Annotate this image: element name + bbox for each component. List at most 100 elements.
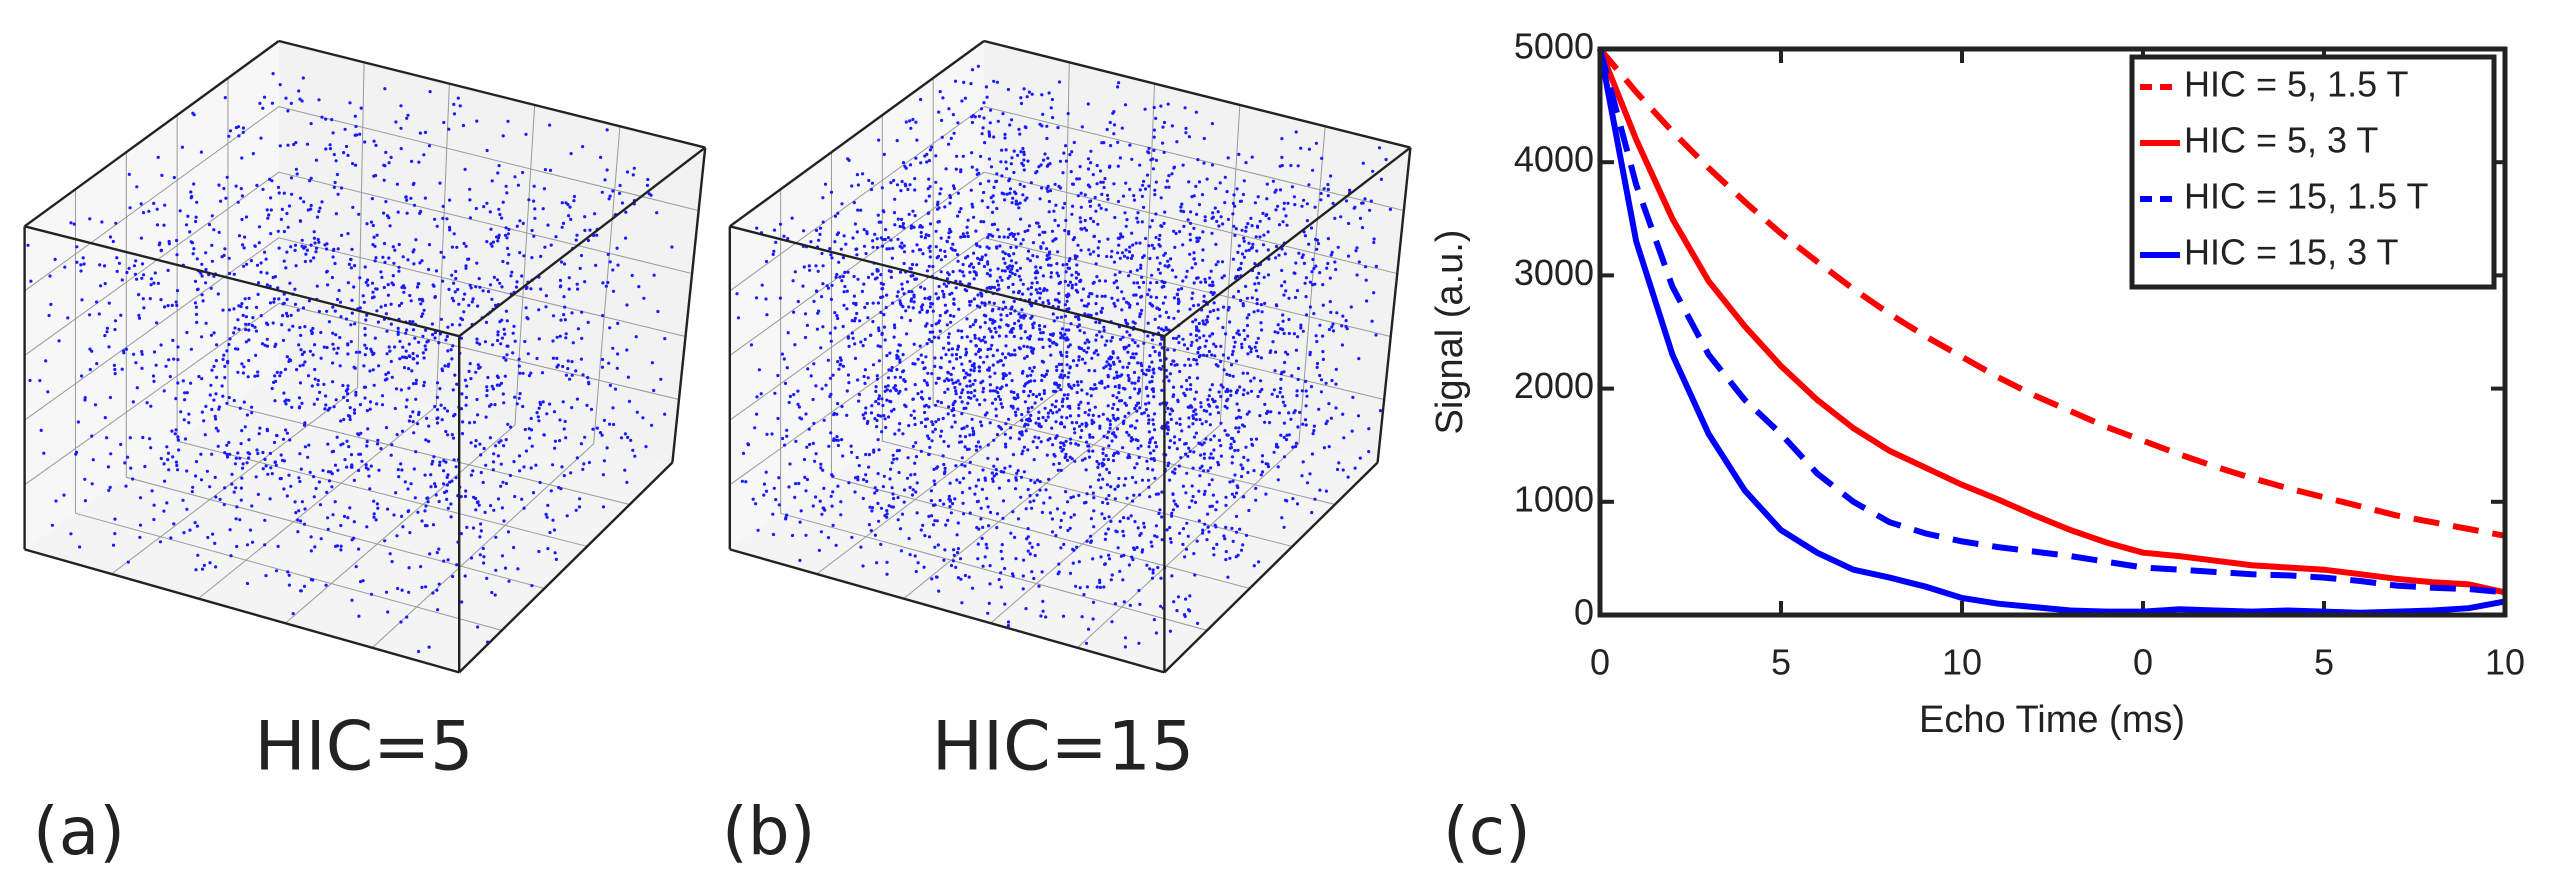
scatter-dot: [1233, 276, 1238, 280]
cube-face: [278, 41, 706, 463]
scatter-dot: [1275, 394, 1279, 399]
scatter-dot: [438, 181, 442, 185]
scatter-dot: [512, 324, 516, 328]
scatter-dot: [197, 374, 201, 379]
scatter-dot: [1122, 516, 1126, 520]
scatter-dot: [225, 349, 229, 353]
scatter-dot: [434, 484, 438, 489]
scatter-dot: [1092, 525, 1096, 529]
scatter-dot: [1046, 415, 1050, 419]
scatter-dot: [1321, 334, 1325, 338]
scatter-dot: [522, 254, 526, 258]
scatter-dot: [1101, 500, 1105, 505]
scatter-dot: [908, 119, 912, 123]
scatter-dot: [986, 505, 990, 509]
scatter-dot: [546, 223, 550, 227]
scatter-dot: [309, 176, 313, 180]
scatter-dot: [285, 250, 289, 254]
scatter-dot: [387, 216, 391, 220]
scatter-dot: [616, 321, 620, 325]
scatter-dot: [957, 440, 962, 444]
scatter-dot: [49, 302, 53, 306]
scatter-dot: [346, 516, 350, 520]
scatter-dot: [876, 501, 880, 505]
scatter-dot: [881, 209, 885, 213]
scatter-dot: [568, 377, 572, 381]
scatter-dot: [237, 304, 241, 308]
scatter-dot: [977, 365, 981, 369]
scatter-dot: [468, 198, 472, 202]
scatter-dot: [420, 519, 424, 523]
scatter-dot: [423, 130, 428, 134]
scatter-dot: [1231, 349, 1235, 353]
scatter-dot: [396, 586, 400, 591]
scatter-dot: [1105, 254, 1109, 259]
scatter-dot: [269, 196, 273, 200]
scatter-dot: [1193, 262, 1198, 266]
scatter-dot: [947, 348, 951, 352]
scatter-dot: [1252, 469, 1256, 473]
scatter-dot: [1263, 420, 1267, 424]
scatter-dot: [1085, 492, 1089, 496]
scatter-dot: [1246, 458, 1250, 462]
scatter-dot: [102, 264, 107, 268]
scatter-dot: [460, 392, 464, 396]
scatter-dot: [502, 519, 506, 523]
scatter-dot: [390, 443, 394, 447]
scatter-dot: [1209, 438, 1213, 442]
scatter-dot: [974, 229, 978, 233]
scatter-dot: [1137, 641, 1141, 645]
scatter-dot: [930, 420, 934, 424]
scatter-dot: [1258, 235, 1262, 239]
cube-edge: [729, 302, 985, 486]
scatter-dot: [1299, 146, 1303, 150]
scatter-dot: [28, 378, 32, 383]
scatter-dot: [554, 557, 559, 562]
scatter-dot: [992, 222, 997, 226]
scatter-dot: [1074, 256, 1078, 260]
scatter-dot: [224, 196, 228, 200]
scatter-dot: [1077, 355, 1081, 359]
scatter-dot: [485, 394, 489, 398]
scatter-dot: [1147, 430, 1151, 434]
scatter-dot: [1187, 416, 1191, 420]
scatter-dot: [1142, 205, 1146, 209]
scatter-dot: [481, 289, 485, 293]
scatter-dot: [1130, 157, 1134, 161]
scatter-dot: [998, 275, 1002, 279]
scatter-dot: [1276, 204, 1280, 208]
scatter-dot: [401, 525, 405, 529]
scatter-dot: [259, 270, 263, 274]
scatter-dot: [188, 230, 192, 234]
scatter-dot: [1017, 319, 1021, 323]
scatter-dot: [398, 339, 402, 343]
scatter-dot: [928, 249, 932, 253]
scatter-dot: [798, 520, 802, 524]
scatter-dot: [1161, 125, 1165, 129]
scatter-dot: [1277, 411, 1281, 415]
scatter-dot: [926, 434, 930, 438]
scatter-dot: [965, 335, 969, 339]
scatter-dot: [1087, 449, 1091, 453]
scatter-dot: [1162, 284, 1166, 289]
scatter-dot: [155, 207, 159, 211]
scatter-dot: [971, 265, 976, 269]
scatter-dot: [428, 90, 432, 94]
scatter-dot: [1200, 193, 1205, 197]
scatter-dot: [396, 210, 400, 214]
scatter-dot: [978, 348, 983, 352]
scatter-dot: [1312, 429, 1316, 433]
scatter-dot: [423, 509, 427, 513]
scatter-dot: [1283, 280, 1287, 284]
scatter-dot: [464, 489, 468, 493]
scatter-dot: [1232, 193, 1236, 197]
scatter-dot: [1321, 357, 1325, 361]
scatter-dot: [200, 377, 204, 381]
scatter-dot: [1227, 305, 1231, 310]
scatter-dot: [1258, 219, 1262, 223]
scatter-dot: [1113, 304, 1117, 308]
scatter-dot: [947, 231, 951, 235]
scatter-dot: [1154, 295, 1159, 300]
scatter-dot: [780, 352, 785, 356]
scatter-dot: [465, 525, 469, 530]
